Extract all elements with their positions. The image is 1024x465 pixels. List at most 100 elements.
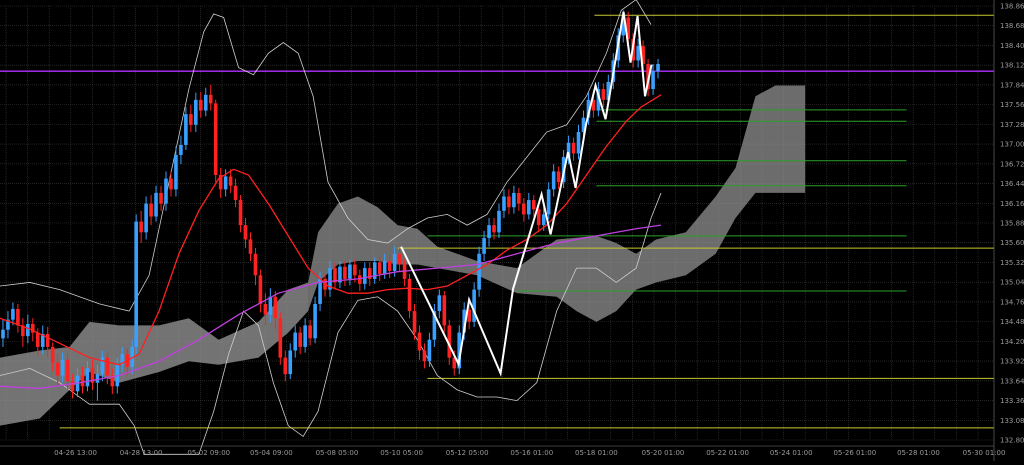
candle-up [288, 350, 293, 375]
candle-down [248, 239, 253, 254]
moving-averages [0, 94, 662, 390]
candle-down [55, 362, 60, 376]
x-tick-label: 05-16 01:00 [510, 449, 553, 457]
candle-up [477, 253, 481, 290]
y-tick-label: 133.36 [1000, 397, 1024, 405]
candle-down [258, 275, 263, 304]
candle-down [417, 332, 422, 351]
candle-up [120, 354, 125, 365]
candle-down [522, 203, 526, 215]
candle-down [218, 175, 223, 190]
y-tick-label: 137.28 [1000, 121, 1024, 129]
candle-up [303, 325, 307, 347]
candle-up [527, 200, 531, 215]
candle-down [367, 268, 372, 279]
ma-slow-line [0, 224, 662, 390]
candle-down [298, 332, 302, 347]
cloud-segment [437, 85, 806, 322]
x-tick-label: 05-04 09:00 [250, 449, 293, 457]
y-tick-label: 135.32 [1000, 259, 1024, 267]
candle-up [203, 94, 208, 111]
y-tick-label: 138.86 [1000, 3, 1024, 11]
candle-up [348, 264, 352, 279]
candle-down [358, 275, 362, 284]
candle-up [437, 295, 442, 312]
ma-fast-line [0, 94, 662, 366]
candle-down [447, 325, 452, 358]
y-axis: 138.86 138.68 138.40 138.12 137.84 137.56 137.… [993, 0, 1024, 461]
candle-up [432, 311, 437, 340]
cloud-segment [308, 196, 438, 312]
candle-down [238, 200, 243, 226]
candle-up [581, 117, 586, 133]
candle-down [273, 296, 278, 319]
candle-down [278, 318, 283, 358]
x-tick-label: 05-02 09:00 [187, 449, 230, 457]
x-tick-label: 05-22 01:00 [706, 449, 749, 457]
y-tick-label: 138.40 [1000, 42, 1024, 50]
candle-up [95, 374, 100, 383]
x-tick-label: 05-26 01:00 [833, 449, 876, 457]
candle-down [492, 225, 496, 233]
y-tick-label: 137.00 [1000, 141, 1024, 149]
candle-up [372, 262, 377, 279]
x-axis: 04-26 13:00 04-28 13:00 05-02 09:00 05-04 0… [0, 445, 1006, 457]
candle-up [60, 359, 65, 376]
ichimoku-cloud [0, 85, 806, 426]
candle-down [253, 253, 258, 276]
x-tick-label: 05-30 01:00 [963, 449, 1006, 457]
candle-up [144, 203, 148, 233]
candle-down [387, 260, 392, 271]
candle-down [442, 295, 447, 326]
candle-down [641, 46, 645, 65]
candle-up [576, 132, 581, 154]
candle-up [184, 114, 188, 145]
candle-up [134, 221, 138, 347]
y-tick-label: 135.04 [1000, 279, 1024, 287]
candle-down [243, 225, 248, 240]
candle-up [1, 329, 5, 339]
y-tick-label: 138.68 [1000, 22, 1024, 30]
candle-down [228, 176, 233, 186]
candle-up [392, 253, 397, 271]
candle-up [651, 71, 655, 90]
y-tick-label: 133.08 [1000, 417, 1024, 425]
candle-down [308, 325, 312, 339]
candle-up [268, 296, 273, 315]
candle-down [422, 350, 427, 362]
x-tick-label: 05-24 01:00 [770, 449, 813, 457]
candle-up [472, 289, 476, 322]
bollinger-upper [0, 0, 652, 312]
candle-down [159, 192, 163, 204]
candle-down [208, 94, 213, 104]
candle-down [412, 311, 417, 333]
candle-down [452, 357, 457, 369]
candle-up [194, 99, 198, 125]
candle-up [541, 214, 546, 226]
candle-down [397, 253, 402, 265]
candle-up [621, 17, 626, 36]
candle-down [105, 357, 110, 376]
candle-up [130, 346, 135, 367]
candle-down [377, 262, 382, 274]
candle-down [333, 268, 337, 283]
candle-down [601, 89, 606, 100]
candle-up [482, 238, 486, 254]
candle-up [318, 278, 322, 304]
candles [1, 10, 660, 401]
x-tick-label: 05-08 05:00 [316, 449, 359, 457]
candle-down [517, 192, 521, 204]
candle-up [179, 144, 183, 155]
candle-up [6, 319, 10, 330]
y-tick-label: 136.72 [1000, 160, 1024, 168]
candle-up [566, 142, 571, 158]
candle-up [382, 260, 387, 274]
y-tick-label: 136.16 [1000, 200, 1024, 208]
candle-up [174, 154, 178, 190]
cloud-segment [0, 282, 309, 426]
candle-down [353, 264, 357, 276]
x-tick-label: 04-28 13:00 [120, 449, 163, 457]
candle-up [427, 339, 432, 362]
